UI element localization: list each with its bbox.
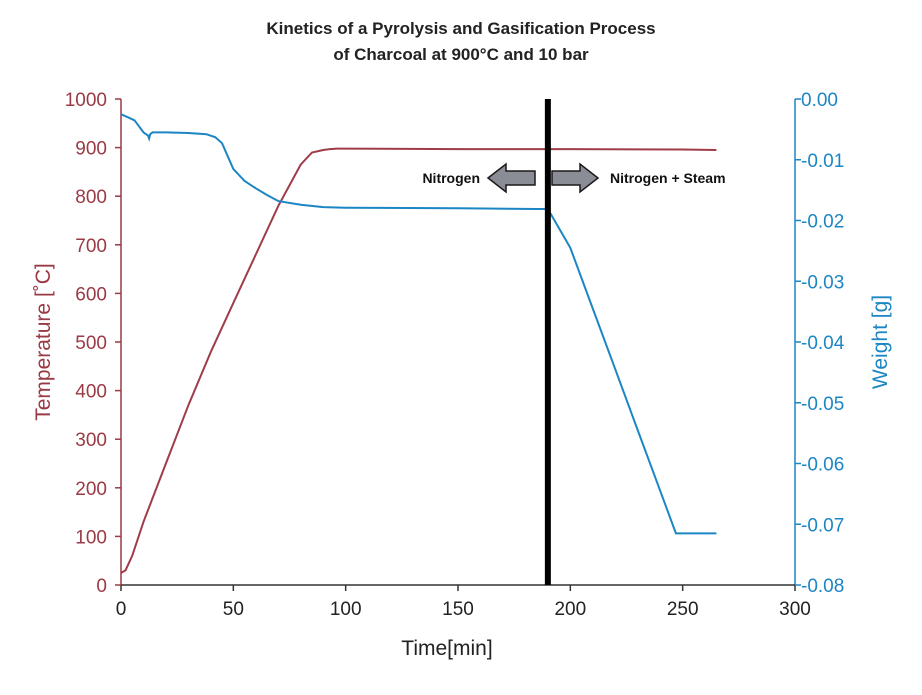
y-left-tick-label: 800 — [75, 187, 107, 208]
nitrogen-steam-label: Nitrogen + Steam — [610, 170, 726, 186]
y-left-tick-label: 200 — [75, 479, 107, 500]
x-tick-label: 0 — [116, 599, 127, 620]
y-left-tick-label: 400 — [75, 382, 107, 403]
y-left-ticks: 0 100 200 300 400 500 600 700 800 900 1000 — [65, 90, 121, 597]
y-right-tick-label: -0.06 — [801, 455, 844, 476]
x-tick-label: 100 — [330, 599, 362, 620]
y-left-tick-label: 900 — [75, 139, 107, 160]
chart-title: Kinetics of a Pyrolysis and Gasification… — [266, 19, 656, 38]
x-tick-label: 150 — [442, 599, 474, 620]
y-left-tick-label: 100 — [75, 527, 107, 548]
x-ticks: 0 50 100 150 200 250 300 — [116, 585, 811, 620]
y-left-tick-label: 500 — [75, 333, 107, 354]
y-right-tick-label: -0.08 — [801, 576, 844, 597]
y-right-tick-label: -0.02 — [801, 212, 844, 233]
series-weight-line — [120, 113, 717, 535]
y-right-tick-label: -0.04 — [801, 333, 845, 354]
right-arrow-icon — [551, 162, 600, 194]
nitrogen-label: Nitrogen — [422, 170, 480, 186]
left-arrow-icon — [486, 162, 536, 194]
y-left-tick-label: 600 — [75, 284, 107, 305]
y-left-axis-label: Temperature [˚C] — [32, 263, 55, 421]
y-left-tick-label: 1000 — [65, 90, 107, 111]
y-left-tick-label: 300 — [75, 430, 107, 451]
y-right-tick-label: 0.00 — [801, 90, 838, 111]
x-axis-label: Time[min] — [401, 637, 492, 660]
x-tick-label: 50 — [223, 599, 244, 620]
y-right-tick-label: -0.01 — [801, 151, 844, 172]
series-temperature-line — [120, 147, 717, 574]
chart-subtitle: of Charcoal at 900°C and 10 bar — [333, 45, 589, 64]
y-right-ticks: 0.00 -0.01 -0.02 -0.03 -0.04 -0.05 -0.06 -0.07 -… — [795, 90, 845, 597]
y-left-tick-label: 700 — [75, 236, 107, 257]
y-right-tick-label: -0.03 — [801, 272, 844, 293]
y-right-tick-label: -0.05 — [801, 394, 844, 415]
x-tick-label: 200 — [554, 599, 586, 620]
y-right-tick-label: -0.07 — [801, 515, 844, 536]
y-left-tick-label: 0 — [96, 576, 107, 597]
x-tick-label: 300 — [779, 599, 811, 620]
y-right-axis-label: Weight [g] — [869, 295, 892, 389]
x-tick-label: 250 — [667, 599, 699, 620]
